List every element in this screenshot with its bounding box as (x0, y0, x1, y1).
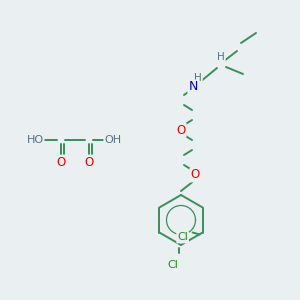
Text: O: O (56, 155, 66, 169)
Text: O: O (190, 169, 200, 182)
Text: N: N (188, 80, 198, 94)
Text: H: H (217, 52, 225, 62)
Text: O: O (84, 155, 94, 169)
Text: Cl: Cl (177, 232, 188, 242)
Text: OH: OH (104, 135, 122, 145)
Text: Cl: Cl (168, 260, 178, 270)
Text: O: O (176, 124, 186, 136)
Text: H: H (194, 73, 202, 83)
Text: HO: HO (26, 135, 44, 145)
